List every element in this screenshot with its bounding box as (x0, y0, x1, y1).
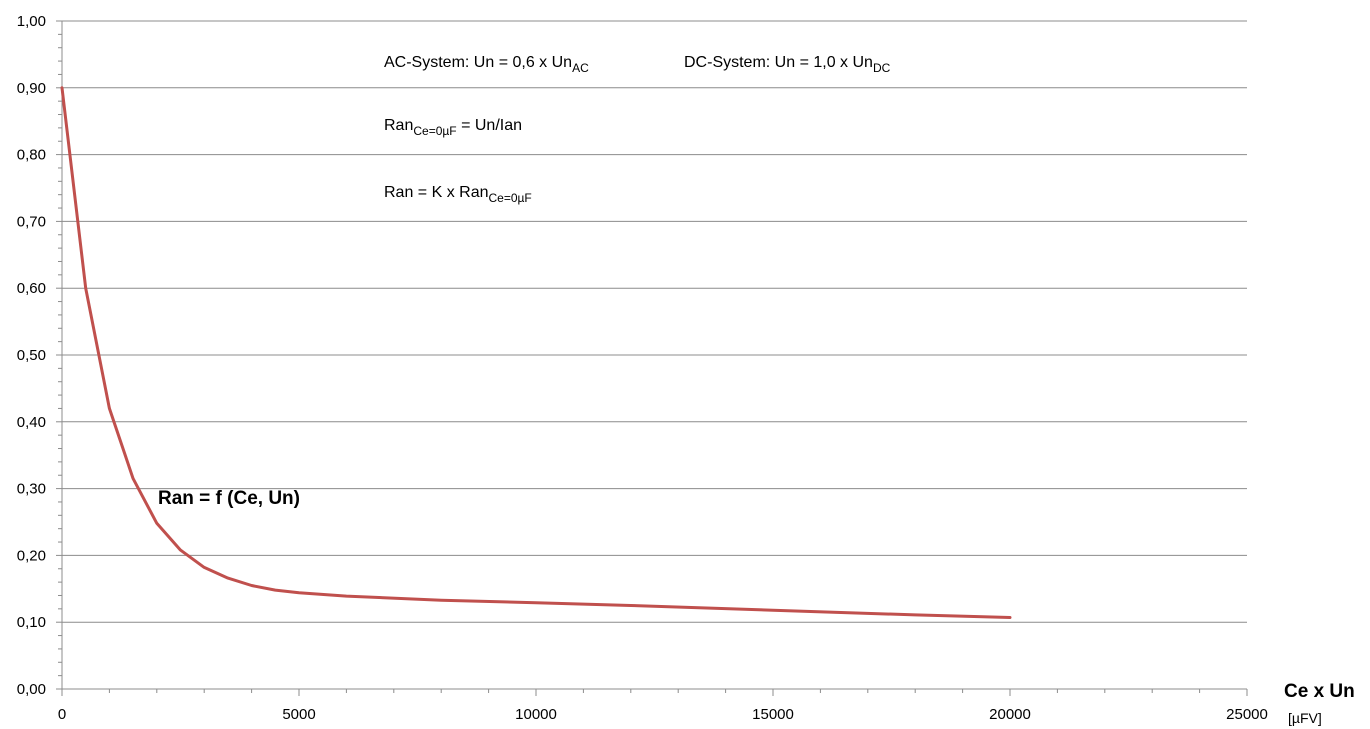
x-axis-label: Ce x Un (1284, 681, 1355, 702)
y-tick-label: 0,60 (17, 280, 46, 297)
x-tick-label: 25000 (1226, 706, 1268, 723)
x-tick-labels: 0 5000 10000 15000 20000 25000 (58, 706, 1268, 723)
gridlines (62, 20, 1247, 623)
y-tick-label: 0,30 (17, 481, 46, 498)
y-tick-label: 0,40 (17, 414, 46, 431)
y-tick-label: 1,00 (17, 13, 46, 30)
y-tick-labels: 0,00 0,10 0,20 0,30 0,40 0,50 0,60 0,70 0,80 0,90… (17, 13, 46, 698)
y-tick-label: 0,00 (17, 681, 46, 698)
x-tick-label: 5000 (282, 706, 315, 723)
x-axis-unit: [µFV] (1288, 710, 1322, 726)
x-tick-label: 0 (58, 706, 66, 723)
annotation-formula-ran-base: RanCe=0µF = Un/Ian (384, 117, 522, 138)
x-tick-label: 10000 (515, 706, 557, 723)
y-tick-label: 0,10 (17, 614, 46, 631)
y-tick-label: 0,80 (17, 147, 46, 164)
annotation-dc-system: DC-System: Un = 1,0 x UnDC (684, 54, 891, 75)
series-line (60, 86, 1012, 619)
series-group (60, 86, 1012, 619)
y-tick-label: 0,50 (17, 347, 46, 364)
curve-label: Ran = f (Ce, Un) (158, 488, 300, 509)
y-tick-label: 0,70 (17, 213, 46, 230)
annotation-ac-system: AC-System: Un = 0,6 x UnAC (384, 54, 589, 75)
y-tick-label: 0,20 (17, 547, 46, 564)
x-tick-label: 15000 (752, 706, 794, 723)
y-tick-label: 0,90 (17, 80, 46, 97)
annotation-formula-ran-k: Ran = K x RanCe=0µF (384, 184, 532, 205)
axes (56, 20, 1248, 696)
x-tick-label: 20000 (989, 706, 1031, 723)
